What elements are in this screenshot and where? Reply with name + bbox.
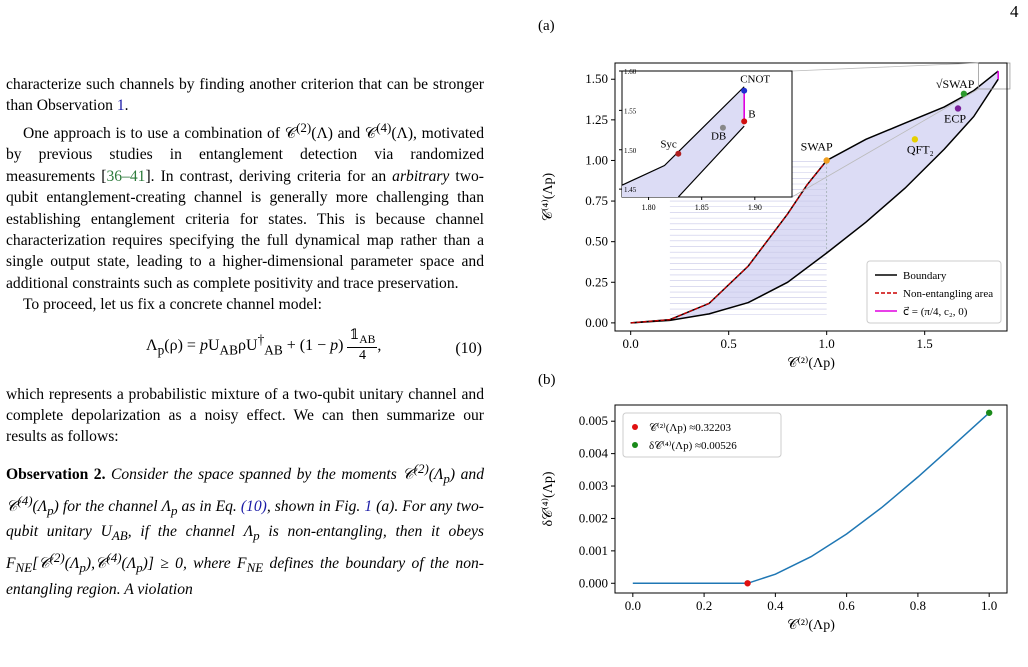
legend-marker <box>632 442 638 448</box>
x-axis-label: 𝒞⁽²⁾(Λp) <box>787 356 835 371</box>
delta-curve <box>632 412 990 585</box>
y-tick-label: 1.25 <box>585 112 608 127</box>
x-tick-label: 0.2 <box>696 598 712 613</box>
inset-point-Syc <box>675 150 682 157</box>
y-tick-label: 0.00 <box>585 315 608 330</box>
axes-frame <box>614 404 1008 594</box>
point-label: ECP <box>944 111 966 125</box>
x-tick-label: 1.0 <box>819 336 835 351</box>
inset-lower-line <box>677 125 745 198</box>
observation-2: Observation 2. Consider the space spanne… <box>6 460 484 598</box>
point <box>985 409 993 416</box>
figure-panel-b: 0.0 0.2 0.4 0.6 0.8 1.0 0.000 0.001 0.002 0.003 0.… <box>541 404 1008 633</box>
point-ECP <box>954 105 962 112</box>
point-label: QFT₂ <box>907 142 934 156</box>
point <box>744 580 751 587</box>
equation-10: Λp(ρ) = pUABρU†AB + (1 − p) 𝟙AB 4, (10) <box>146 327 482 364</box>
inset-point-label: B <box>748 108 755 120</box>
inset-y-tick-label: 1.55 <box>624 107 637 115</box>
paragraph-1: characterize such channels by finding an… <box>6 76 484 115</box>
zoom-connector <box>791 88 979 198</box>
inset-y-tick-label: 1.45 <box>624 186 637 194</box>
y-tick-label: 0.004 <box>579 446 609 461</box>
page-number: 4 <box>1010 2 1019 21</box>
x-tick-label: 0.0 <box>625 598 641 613</box>
inset-point-label: Syc <box>660 139 677 151</box>
x-tick-label: 0.4 <box>767 598 784 613</box>
x-tick-label: 1.5 <box>917 336 933 351</box>
figure-panel-a: SWAP QFT₂ ECP √SWAP 0.0 0.5 1.0 1.5 0.00 0.25 0.50… <box>541 62 1011 371</box>
y-tick-label: 1.00 <box>585 152 608 167</box>
panel-a-label: (a) <box>538 18 555 34</box>
x-tick-label: 0.0 <box>623 336 639 351</box>
y-tick-label: 0.75 <box>585 193 608 208</box>
x-tick-label: 1.0 <box>981 598 997 613</box>
zoom-connector <box>791 62 979 72</box>
inset-y-tick-label: 1.50 <box>624 147 637 155</box>
legend-marker <box>632 424 638 430</box>
lower-boundary-line <box>630 78 999 324</box>
inset-x-tick-label: 1.80 <box>642 203 656 212</box>
point-label: √SWAP <box>936 77 975 91</box>
point-SWAP <box>823 157 830 164</box>
y-tick-label: 0.002 <box>579 510 608 525</box>
legend-entry: c⃗ = (π/4, c₂, 0) <box>903 306 968 318</box>
inset-point-DB <box>719 124 726 131</box>
inset-x-tick-label: 1.90 <box>748 203 762 212</box>
y-tick-label: 0.005 <box>579 413 608 428</box>
point-label: SWAP <box>801 139 833 153</box>
inset-y-tick-label: 1.60 <box>624 68 637 76</box>
panel-b-label: (b) <box>538 372 556 388</box>
point-QFT₂ <box>911 136 919 143</box>
legend-box <box>622 412 782 458</box>
inset-point-label: CNOT <box>740 74 770 86</box>
point-√SWAP <box>960 90 968 98</box>
y-axis-label: 𝒞⁽⁴⁾(Λp) <box>541 172 556 221</box>
legend-box <box>866 260 1002 324</box>
inset-upper-line <box>621 86 745 186</box>
nonentangling-line <box>630 160 828 324</box>
y-axis-label: δ𝒞⁽⁴⁾(Λp) <box>541 471 556 526</box>
x-tick-label: 0.5 <box>721 336 737 351</box>
x-axis-label: 𝒞⁽²⁾(Λp) <box>787 618 835 633</box>
entangling-region-fill <box>630 71 999 323</box>
paragraph-3: To proceed, let us fix a concrete channe… <box>23 296 322 314</box>
y-tick-label: 0.25 <box>585 274 608 289</box>
x-tick-label: 0.8 <box>910 598 926 613</box>
y-tick-label: 0.50 <box>585 234 608 249</box>
equation-number: (10) <box>455 339 482 357</box>
y-tick-label: 1.50 <box>585 71 608 86</box>
inset-fill <box>622 86 745 197</box>
y-tick-label: 0.000 <box>579 575 608 590</box>
inset-x-tick-label: 1.85 <box>695 203 709 212</box>
legend-entry: Boundary <box>903 270 947 282</box>
legend-entry: Non-entangling area <box>903 288 993 300</box>
y-tick-label: 0.003 <box>579 478 608 493</box>
x-tick-label: 0.6 <box>839 598 856 613</box>
y-tick-label: 0.001 <box>579 543 608 558</box>
text-column: characterize such channels by finding an… <box>6 74 484 600</box>
axes-frame <box>614 62 1008 332</box>
paragraph-2: One approach is to use a combination of … <box>6 119 484 292</box>
legend-entry: δ𝒞⁽⁴⁾(Λp) ≈0.00526 <box>649 440 737 452</box>
observation-ref[interactable]: 1 <box>116 97 125 115</box>
paragraph-4: which represents a probabilistic mixture… <box>6 385 484 446</box>
legend-entry: 𝒞⁽²⁾(Λp) ≈0.32203 <box>649 422 732 434</box>
inset-point-CNOT <box>741 87 748 94</box>
inset-point-B <box>741 118 748 125</box>
inset-point-label: DB <box>711 131 726 143</box>
